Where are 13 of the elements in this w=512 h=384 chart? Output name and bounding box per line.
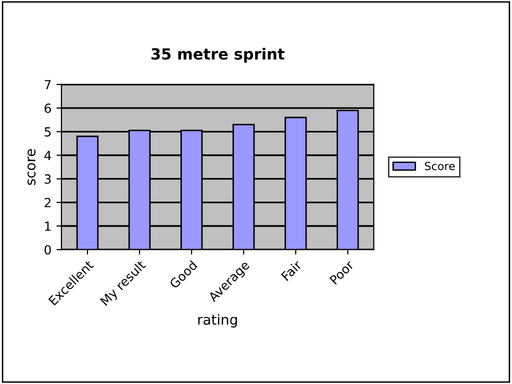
y-tick-label: 2 bbox=[44, 198, 50, 208]
y-tick-label: 3 bbox=[44, 174, 51, 184]
y-axis-title: score bbox=[28, 149, 36, 185]
y-tick-label: 6 bbox=[44, 104, 51, 113]
y-tick-label: 1 bbox=[45, 222, 51, 231]
y-tick-label: 4 bbox=[44, 150, 52, 160]
y-tick-label: 7 bbox=[44, 80, 51, 90]
chart-title: 35 metre sprint bbox=[151, 48, 284, 63]
x-axis-title: rating bbox=[198, 314, 237, 328]
x-tick-label: Fair bbox=[280, 259, 303, 282]
y-tick-label: 5 bbox=[44, 127, 51, 137]
y-tick-label: 0 bbox=[44, 245, 51, 255]
legend-label: Score bbox=[424, 162, 455, 170]
